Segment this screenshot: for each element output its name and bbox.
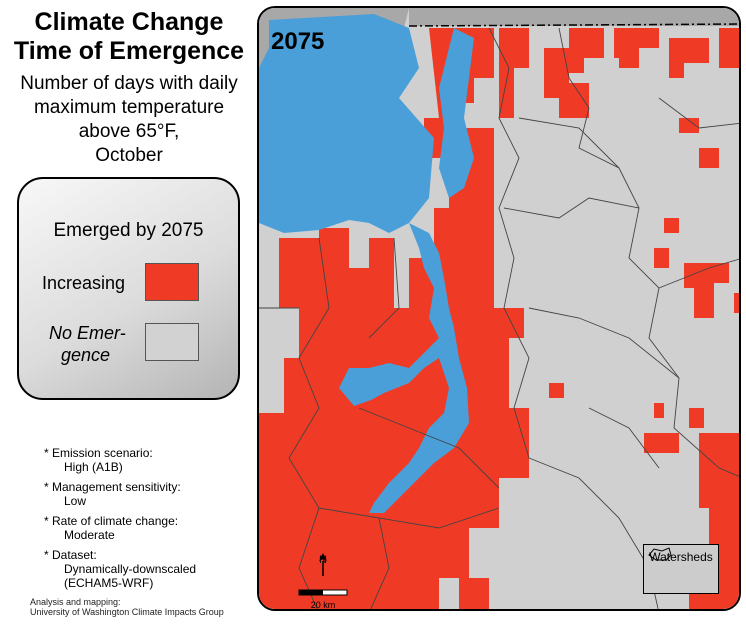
scale-label: 20 km [310, 600, 336, 610]
legend-heading: Emerged by 2075 [53, 220, 204, 241]
emerged-patch [549, 383, 564, 398]
emerged-patch [614, 28, 659, 68]
legend-no-emergence-label: No Emer- gence [49, 322, 126, 366]
puget-sound [339, 223, 469, 513]
emerged-patch [459, 578, 489, 609]
emerged-patch [669, 38, 709, 78]
watershed-boundaries [259, 27, 739, 609]
emerged-patch [544, 48, 589, 118]
scenario-notes: * Emission scenario: High (A1B) * Manage… [44, 446, 196, 596]
map-year-label: 2075 [271, 28, 325, 55]
note-value: Moderate [64, 528, 115, 542]
note-label: * Emission scenario: [44, 446, 153, 460]
watersheds-legend: Watersheds [643, 544, 719, 594]
map-title: Climate Change Time of Emergence [0, 8, 258, 66]
emerged-patch [684, 263, 729, 318]
note-value: Dynamically-downscaled [64, 562, 197, 576]
legend-box: Emerged by 2075 Increasing No Emer- genc… [17, 177, 240, 400]
subtitle-line-1: Number of days with daily [20, 73, 238, 94]
emerged-patch [719, 28, 739, 68]
note-dataset: * Dataset: Dynamically-downscaled (ECHAM… [44, 548, 196, 590]
note-value: Low [64, 494, 87, 508]
legend-no-emergence-swatch [145, 323, 199, 361]
north-label: N [319, 554, 327, 566]
emerged-patch [664, 218, 679, 233]
emerged-patch [644, 433, 679, 453]
map-subtitle: Number of days with daily maximum temper… [0, 72, 258, 168]
subtitle-line-2: maximum temperature [33, 97, 225, 118]
note-label: * Rate of climate change: [44, 514, 179, 528]
north-arrow [319, 553, 327, 576]
subtitle-line-4: October [95, 145, 163, 166]
note-value: High (A1B) [64, 460, 123, 474]
emerged-patch [499, 28, 529, 118]
note-label: * Dataset: [44, 548, 97, 562]
legend-no-emergence-line-2: gence [61, 345, 111, 365]
note-management-sensitivity: * Management sensitivity: Low [44, 480, 196, 508]
northern-inlets [439, 28, 474, 198]
credit-text: Analysis and mapping: University of Wash… [30, 597, 224, 617]
note-value-2: (ECHAM5-WRF) [64, 576, 154, 590]
water-bodies [259, 14, 474, 513]
legend-no-emergence-line-1: No Emer- [49, 323, 126, 343]
legend-increasing-swatch [145, 263, 199, 301]
emerged-patch [494, 308, 524, 338]
strait-of-juan-de-fuca [259, 14, 434, 233]
credit-line-1: Analysis and mapping: [30, 597, 121, 607]
emerged-patch [689, 408, 704, 428]
legend-increasing-label: Increasing [42, 273, 126, 293]
map-panel: 2075 N 20 km Watersheds [257, 6, 741, 611]
note-emission-scenario: * Emission scenario: High (A1B) [44, 446, 196, 474]
emerged-patch [334, 408, 389, 478]
emerged-patch [654, 248, 669, 268]
emerged-patch [734, 293, 739, 313]
title-line-2: Time of Emergence [13, 37, 245, 65]
watershed-outline-icon [648, 547, 672, 561]
emerged-patch [699, 148, 719, 168]
emerged-patch [569, 28, 604, 73]
note-label: * Management sensitivity: [44, 480, 181, 494]
note-rate-of-change: * Rate of climate change: Moderate [44, 514, 196, 542]
map-canvas [259, 8, 739, 609]
title-line-1: Climate Change [34, 8, 224, 36]
emerged-patch [689, 433, 739, 609]
credit-line-2: University of Washington Climate Impacts… [30, 607, 224, 617]
scale-bar [298, 589, 348, 596]
emerged-patch [679, 118, 699, 133]
outside-region-north [409, 8, 739, 26]
emerged-patch [654, 403, 664, 418]
subtitle-line-3: above 65°F, [78, 121, 180, 142]
international-border [408, 23, 739, 27]
